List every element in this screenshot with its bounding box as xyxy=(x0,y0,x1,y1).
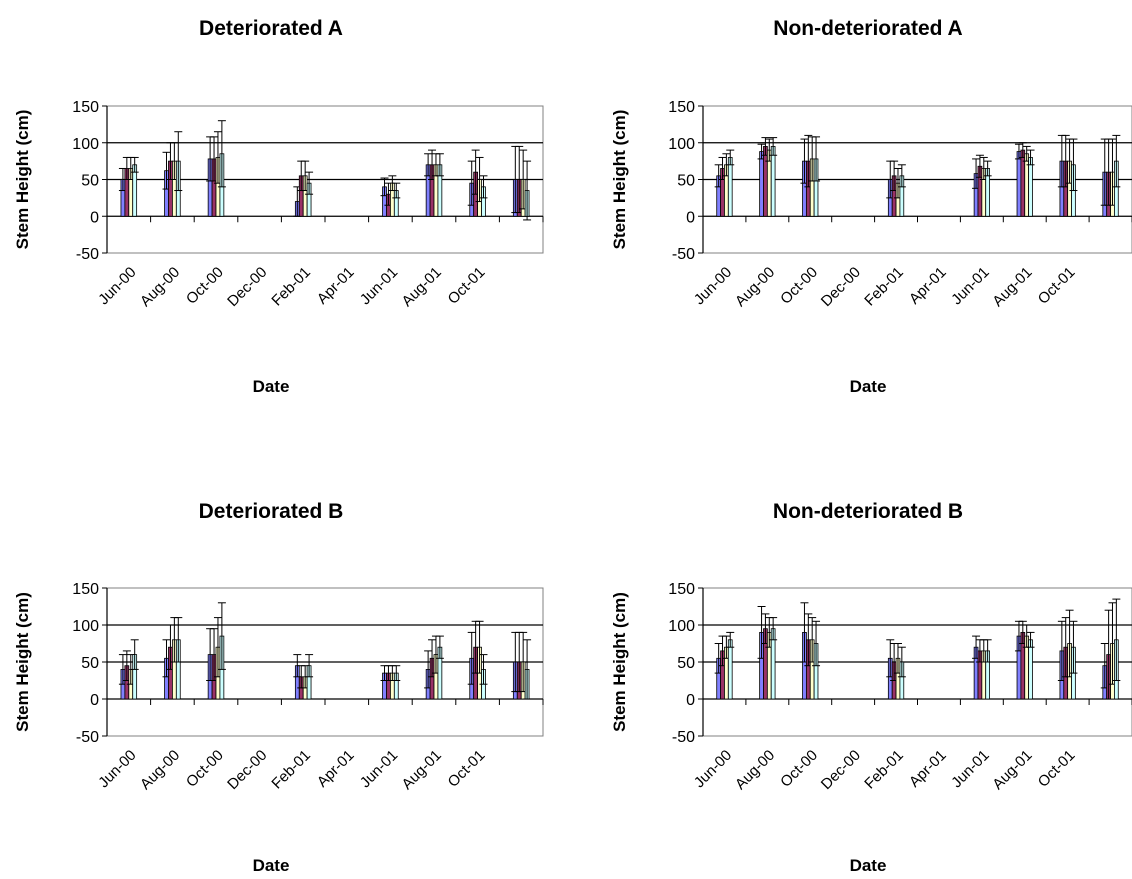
x-axis-label: Date xyxy=(253,377,290,396)
x-tick-label: Aug-00 xyxy=(137,747,183,793)
y-tick-label: 150 xyxy=(72,99,99,116)
y-tick-label: 150 xyxy=(668,99,695,116)
bar xyxy=(727,639,733,700)
x-tick-label: Aug-00 xyxy=(732,264,778,310)
y-tick-label: -50 xyxy=(672,246,695,263)
x-axis-label: Date xyxy=(850,856,887,875)
chart-title: Deteriorated A xyxy=(199,17,343,40)
x-tick-label: Apr-01 xyxy=(906,264,950,308)
x-axis-label: Date xyxy=(253,856,290,875)
y-tick-label: 0 xyxy=(686,209,695,226)
x-tick-label: Jun-01 xyxy=(948,747,992,791)
x-axis-label: Date xyxy=(850,377,887,396)
y-tick-label: 0 xyxy=(90,209,99,226)
x-tick-label: Apr-01 xyxy=(314,747,358,791)
y-tick-label: 50 xyxy=(81,655,99,672)
chart-title: Non-deteriorated A xyxy=(773,17,962,40)
y-axis-label: Stem Height (cm) xyxy=(13,592,32,732)
chart-title: Non-deteriorated B xyxy=(773,500,963,523)
y-tick-label: 50 xyxy=(677,173,695,190)
x-tick-label: Aug-01 xyxy=(989,264,1035,310)
y-tick-label: 0 xyxy=(686,692,695,709)
y-tick-label: 50 xyxy=(81,173,99,190)
bar xyxy=(759,151,764,217)
y-axis-label: Stem Height (cm) xyxy=(610,110,629,250)
x-tick-label: Jun-00 xyxy=(95,264,139,308)
y-tick-label: 50 xyxy=(677,655,695,672)
x-tick-label: Oct-00 xyxy=(183,747,227,791)
x-tick-label: Dec-00 xyxy=(818,264,864,310)
bar xyxy=(763,146,768,217)
x-tick-label: Apr-01 xyxy=(314,264,358,308)
x-tick-label: Aug-01 xyxy=(989,747,1035,793)
x-tick-label: Jun-00 xyxy=(95,747,139,791)
x-tick-label: Oct-01 xyxy=(1035,264,1079,308)
chart-title: Deteriorated B xyxy=(199,500,344,523)
y-axis-label: Stem Height (cm) xyxy=(610,592,629,732)
x-tick-label: Jun-01 xyxy=(948,264,992,308)
bar xyxy=(1016,151,1022,217)
x-tick-label: Aug-00 xyxy=(732,747,778,793)
y-tick-label: 150 xyxy=(72,581,99,598)
y-tick-label: -50 xyxy=(76,729,99,746)
x-tick-label: Oct-01 xyxy=(1035,747,1079,791)
bar xyxy=(1024,153,1030,217)
x-tick-label: Oct-00 xyxy=(777,747,821,791)
x-tick-label: Jun-00 xyxy=(691,747,735,791)
x-tick-label: Aug-00 xyxy=(137,264,183,310)
chart-non-deteriorated-a: Non-deteriorated A-50050100150Jun-00Aug-… xyxy=(610,17,1132,396)
y-tick-label: 100 xyxy=(668,618,695,635)
x-tick-label: Apr-01 xyxy=(906,747,950,791)
bar xyxy=(1020,149,1026,217)
x-tick-label: Dec-00 xyxy=(818,747,864,793)
x-tick-label: Aug-01 xyxy=(399,747,445,793)
bar xyxy=(727,157,733,217)
x-tick-label: Oct-01 xyxy=(445,747,489,791)
x-tick-label: Dec-00 xyxy=(224,747,270,793)
y-tick-label: 100 xyxy=(668,136,695,153)
x-tick-label: Jun-01 xyxy=(357,747,401,791)
y-tick-label: 0 xyxy=(90,692,99,709)
y-tick-label: 150 xyxy=(668,581,695,598)
x-tick-label: Jun-00 xyxy=(691,264,735,308)
x-tick-label: Feb-01 xyxy=(861,747,907,793)
y-tick-label: -50 xyxy=(76,246,99,263)
x-tick-label: Feb-01 xyxy=(268,747,314,793)
y-tick-label: 100 xyxy=(72,136,99,153)
chart-non-deteriorated-b: Non-deteriorated B-50050100150Jun-00Aug-… xyxy=(610,500,1132,875)
x-tick-label: Oct-00 xyxy=(183,264,227,308)
y-tick-label: -50 xyxy=(672,729,695,746)
x-tick-label: Oct-00 xyxy=(777,264,821,308)
x-tick-label: Feb-01 xyxy=(861,264,907,310)
y-tick-label: 100 xyxy=(72,618,99,635)
bar xyxy=(1028,639,1033,700)
x-tick-label: Dec-00 xyxy=(224,264,270,310)
x-tick-label: Oct-01 xyxy=(445,264,489,308)
y-axis-label: Stem Height (cm) xyxy=(13,110,32,250)
x-tick-label: Jun-01 xyxy=(357,264,401,308)
bar xyxy=(1028,157,1033,217)
bar xyxy=(770,146,776,217)
x-tick-label: Feb-01 xyxy=(268,264,314,310)
x-tick-label: Aug-01 xyxy=(399,264,445,310)
